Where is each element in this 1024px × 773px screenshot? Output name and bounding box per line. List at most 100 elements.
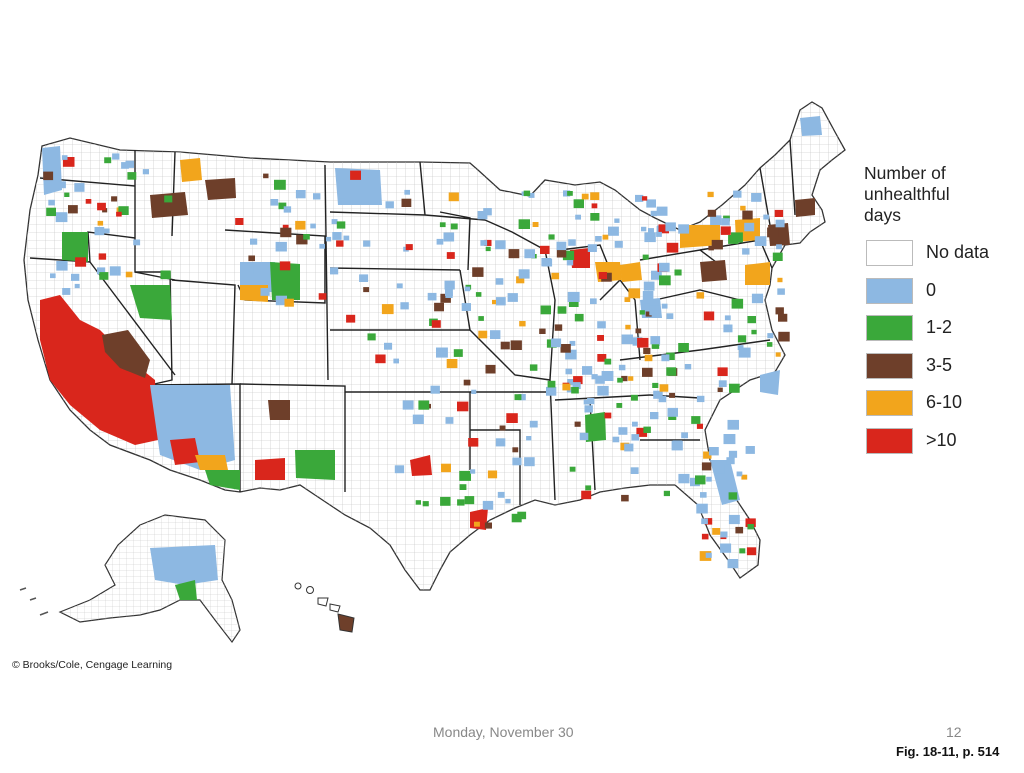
- county-patch: [121, 162, 129, 169]
- county-patch: [778, 331, 790, 342]
- county-patch: [242, 264, 254, 274]
- legend-label: 1-2: [926, 317, 953, 337]
- county-patch: [642, 254, 649, 260]
- county-patch: [701, 462, 712, 471]
- county-patch: [645, 311, 652, 317]
- county-patch: [720, 226, 731, 235]
- county-patch: [71, 273, 80, 281]
- county-patch: [566, 260, 574, 266]
- county-patch: [659, 275, 671, 286]
- county-patch: [485, 246, 491, 252]
- county-patch: [440, 293, 451, 303]
- county-patch: [448, 192, 459, 202]
- county-patch: [336, 221, 346, 229]
- county-patch: [464, 286, 471, 292]
- county-patch: [74, 183, 85, 192]
- county-patch: [62, 288, 71, 295]
- county-patch: [250, 238, 258, 245]
- county-patch: [646, 199, 656, 208]
- county-patch: [616, 403, 623, 408]
- county-patch: [401, 198, 412, 207]
- county-patch: [642, 367, 653, 377]
- county-patch: [590, 298, 597, 305]
- county-patch: [61, 155, 68, 160]
- county-patch: [777, 288, 785, 295]
- county-patch: [751, 329, 757, 335]
- county-patch: [57, 181, 66, 189]
- county-patch: [710, 215, 722, 225]
- county-patch: [720, 531, 728, 538]
- county-patch: [444, 280, 455, 290]
- county-patch: [604, 358, 612, 365]
- county-patch: [614, 240, 623, 248]
- county-patch: [590, 192, 600, 200]
- county-patch: [620, 262, 642, 282]
- county-patch: [495, 438, 506, 447]
- county-patch: [583, 399, 590, 405]
- county-patch: [624, 297, 631, 302]
- county-patch: [667, 407, 678, 417]
- county-patch: [430, 385, 440, 394]
- county-patch: [64, 192, 70, 197]
- county-patch: [696, 503, 708, 514]
- county-patch: [279, 261, 291, 271]
- county-patch: [652, 382, 659, 388]
- county-patch: [778, 313, 788, 322]
- county-patch: [714, 464, 725, 474]
- county-patch: [464, 496, 475, 505]
- legend-swatch: [866, 240, 913, 266]
- county-patch: [747, 316, 756, 324]
- county-patch: [767, 333, 774, 339]
- county-patch: [499, 425, 506, 431]
- county-patch: [440, 496, 451, 506]
- county-patch: [85, 199, 92, 204]
- county-patch: [384, 342, 393, 350]
- county-patch: [684, 364, 692, 370]
- county-patch: [621, 494, 629, 502]
- legend-title-line: unhealthful: [864, 184, 950, 204]
- legend-label: No data: [926, 242, 990, 262]
- county-patch: [102, 330, 150, 378]
- legend-swatch: [866, 427, 913, 454]
- county-patch: [94, 227, 105, 236]
- county-patch: [637, 337, 649, 348]
- county-patch: [608, 226, 619, 236]
- county-patch: [601, 371, 614, 381]
- county-patch: [565, 349, 577, 360]
- county-patch: [325, 236, 332, 242]
- county-patch: [381, 304, 394, 315]
- county-patch: [597, 335, 604, 341]
- county-patch: [547, 380, 556, 388]
- county-patch: [284, 298, 294, 307]
- county-patch: [46, 207, 56, 216]
- county-patch: [696, 423, 703, 429]
- county-patch: [350, 170, 361, 180]
- county-patch: [727, 559, 739, 569]
- county-patch: [514, 394, 522, 401]
- county-patch: [445, 417, 454, 424]
- county-patch: [116, 211, 122, 217]
- county-patch: [410, 455, 432, 476]
- county-patch: [584, 405, 593, 413]
- county-patch: [766, 342, 773, 347]
- county-patch: [737, 345, 744, 350]
- legend-label: >10: [926, 429, 957, 450]
- county-patch: [573, 199, 584, 209]
- county-patch: [573, 376, 583, 385]
- county-patch: [618, 427, 628, 435]
- county-patch: [471, 389, 477, 394]
- county-patch: [255, 458, 285, 480]
- county-patch: [400, 302, 409, 310]
- county-patch: [205, 178, 236, 200]
- county-patch: [585, 412, 606, 442]
- county-patch: [585, 485, 592, 491]
- county-patch: [441, 463, 451, 473]
- county-patch: [644, 354, 653, 362]
- county-patch: [706, 476, 712, 482]
- county-patch: [751, 293, 764, 304]
- county-patch: [303, 234, 310, 240]
- county-patch: [581, 490, 592, 500]
- county-patch: [720, 543, 732, 553]
